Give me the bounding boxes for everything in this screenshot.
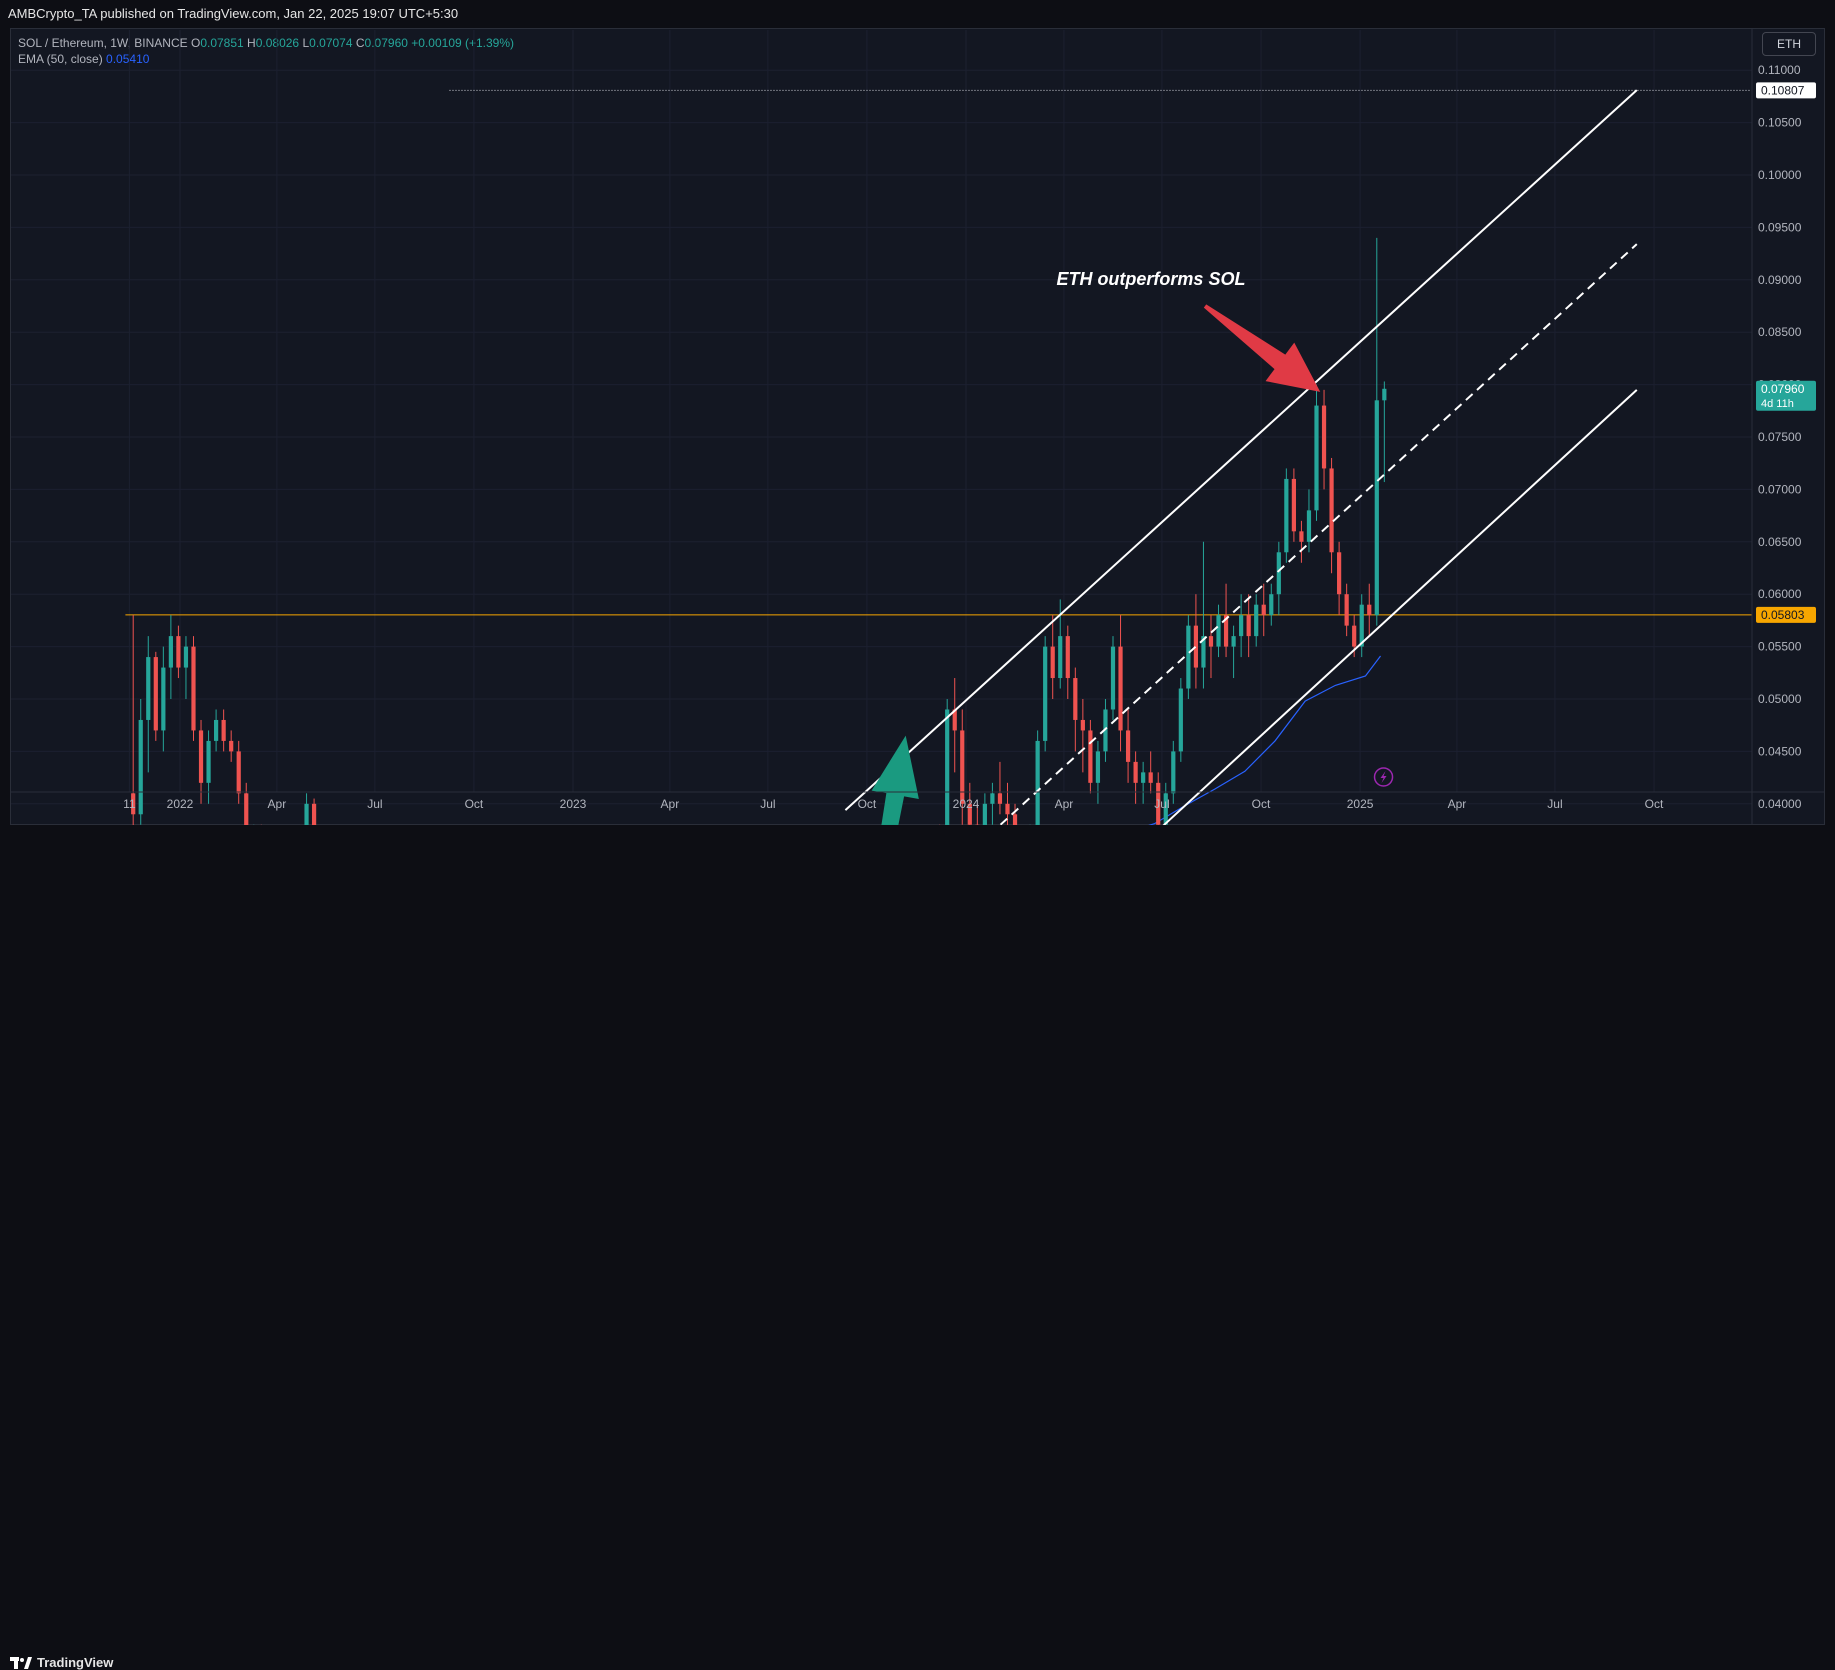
ema-value: 0.05410 [106, 52, 150, 66]
tradingview-logo[interactable]: TradingView [10, 1655, 113, 1670]
ohlc-open-label: O [190, 36, 201, 50]
ema-label[interactable]: EMA (50, close) [18, 52, 103, 66]
top-bar: AMBCrypto_TA published on TradingView.co… [0, 0, 1835, 28]
ohlc-low-label: L [302, 36, 310, 50]
symbol-name[interactable]: SOL / Ethereum, 1W, BINANCE [18, 36, 188, 50]
bottom-bar: TradingView [0, 825, 1835, 1670]
tradingview-logo-icon [10, 1656, 32, 1669]
chart-frame[interactable] [10, 28, 1825, 825]
ema-legend: EMA (50, close) 0.05410 [18, 52, 149, 66]
ohlc-change: +0.00109 (+1.39%) [411, 36, 515, 50]
publisher-text: AMBCrypto_TA published on TradingView.co… [8, 6, 459, 21]
tradingview-logo-text: TradingView [37, 1655, 114, 1670]
ohlc-close-value: 0.07960 [364, 36, 408, 50]
symbol-legend: SOL / Ethereum, 1W, BINANCE O0.07851 H0.… [18, 36, 514, 50]
currency-button[interactable]: ETH [1762, 32, 1816, 56]
ohlc-open-value: 0.07851 [200, 36, 244, 50]
ohlc-low-value: 0.07074 [309, 36, 353, 50]
ohlc-high-value: 0.08026 [255, 36, 300, 50]
ohlc-close-label: C [355, 36, 365, 50]
ohlc-high-label: H [247, 36, 256, 50]
